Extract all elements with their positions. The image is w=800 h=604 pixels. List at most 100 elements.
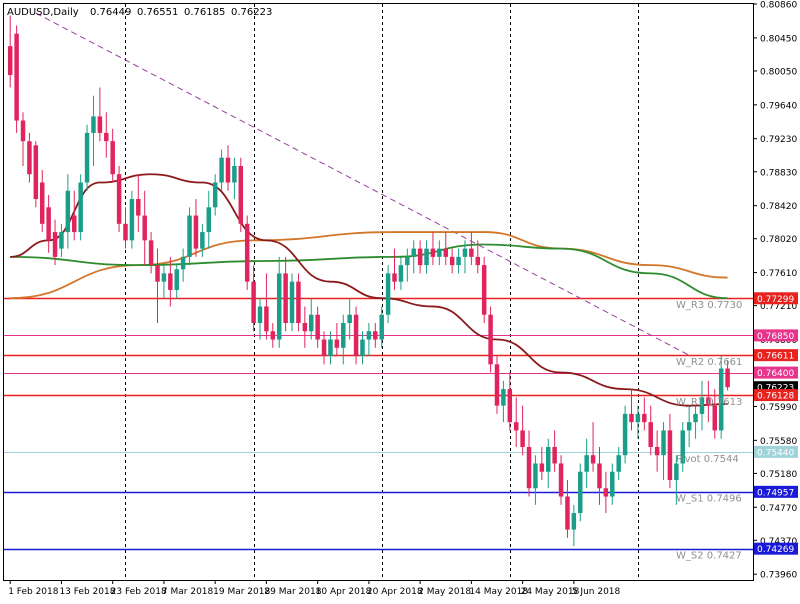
candle [526, 430, 532, 497]
candle [347, 298, 352, 340]
candle-body [513, 422, 519, 431]
candle [449, 248, 455, 274]
ma-green-line [10, 243, 728, 300]
candle [712, 389, 718, 439]
candle-body [65, 190, 71, 233]
candle [129, 190, 135, 249]
price-tag: 0.74269 [754, 542, 798, 555]
candle [565, 480, 570, 538]
candle-body [686, 422, 692, 431]
candle [603, 471, 609, 514]
candle-body [7, 46, 13, 76]
ohlc-high: 0.76551 [137, 7, 178, 18]
x-tick-label: 13 Feb 2018 [59, 587, 115, 597]
price-tag: 0.77299 [754, 292, 798, 305]
candle-body [661, 430, 666, 456]
candle [686, 405, 692, 447]
candle [597, 446, 602, 505]
price-tag-box [754, 366, 798, 379]
x-tick-label: 19 Mar 2018 [213, 587, 270, 597]
candle [65, 174, 71, 249]
candle-body [552, 446, 557, 464]
ohlc-close: 0.76223 [231, 7, 272, 18]
candle-body [565, 496, 570, 530]
candle-body [283, 273, 288, 323]
y-tick-label: 0.79230 [760, 135, 797, 145]
candle-body [725, 368, 730, 388]
candle [622, 405, 628, 464]
candle-body [315, 314, 320, 340]
x-tick-label: 1 Feb 2018 [8, 587, 59, 597]
candle [27, 132, 32, 183]
y-tick-label: 0.79640 [760, 101, 797, 111]
candle-body [321, 339, 327, 357]
candle [289, 273, 295, 332]
candle-body [545, 446, 551, 472]
candle-body [718, 368, 724, 431]
candle [501, 380, 506, 423]
candle-body [571, 513, 577, 530]
price-tag-label: 0.74269 [757, 545, 794, 555]
candle [462, 240, 468, 274]
x-tick-label: 29 Mar 2018 [264, 587, 321, 597]
candle-body [200, 232, 205, 249]
candle-body [680, 430, 685, 464]
candle [654, 430, 660, 472]
candle [430, 232, 436, 266]
candle [91, 95, 96, 166]
candle [110, 128, 115, 183]
price-tag: 0.76128 [754, 389, 798, 402]
candle-body [309, 314, 314, 332]
price-tag-box [754, 445, 798, 458]
x-tick-label: 23 Feb 2018 [111, 587, 167, 597]
x-tick-label: 10 Apr 2018 [316, 587, 372, 597]
candle [168, 256, 173, 307]
candle-body [558, 463, 564, 497]
candle [417, 240, 423, 274]
candle [334, 322, 340, 357]
candle [661, 422, 666, 481]
candle [424, 240, 429, 274]
candle [507, 372, 513, 431]
candle-body [674, 463, 679, 481]
candle [398, 256, 404, 290]
candle [360, 331, 365, 365]
candle [46, 194, 51, 253]
candle [244, 215, 250, 290]
ma-darkred-line [10, 173, 728, 407]
candle [257, 298, 263, 340]
candle [411, 240, 416, 274]
candle-body [347, 314, 352, 323]
candle [296, 273, 301, 332]
candle-body [629, 413, 634, 423]
trendline-dashed [35, 12, 690, 356]
candle [14, 25, 19, 133]
candle [328, 331, 333, 365]
candle [481, 256, 487, 323]
candle-body [373, 331, 378, 340]
candle-body [469, 248, 474, 257]
candle-body [123, 223, 128, 241]
candle-body [712, 405, 718, 431]
candle-body [462, 248, 468, 257]
candle-body [180, 256, 186, 270]
candle-body [91, 116, 96, 133]
candle-body [168, 273, 173, 290]
candle [494, 356, 500, 414]
candle-body [622, 413, 628, 456]
candle [155, 248, 160, 323]
price-tag-label: 0.76611 [757, 352, 794, 362]
price-tag-box [754, 349, 798, 362]
candle [718, 356, 724, 439]
candle-body [14, 33, 19, 121]
candle-body [212, 182, 218, 208]
candle [39, 170, 45, 233]
candle [97, 87, 103, 142]
candle-body [142, 215, 147, 241]
plot-frame [3, 3, 754, 581]
candle-body [398, 265, 404, 282]
candle-body [693, 413, 698, 423]
pivot-annotation: W_S1 0.7496 [676, 494, 742, 505]
candle [33, 141, 39, 208]
